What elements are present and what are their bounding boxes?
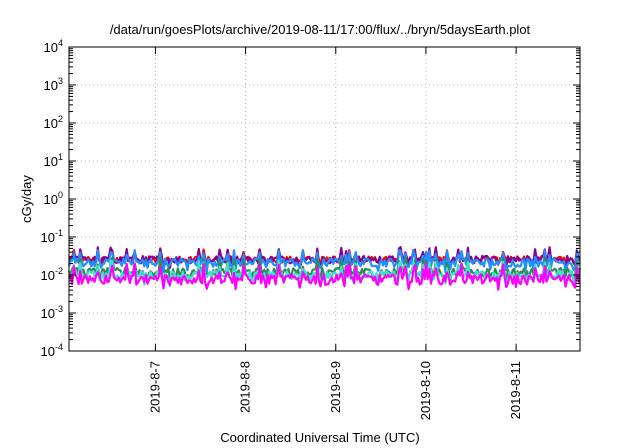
chart-title: /data/run/goesPlots/archive/2019-08-11/1… [109,22,531,37]
x-tick-label: 2019-8-10 [418,361,433,420]
series-group [67,246,582,291]
y-tick-label: 101 [44,152,63,169]
y-tick-label: 10-1 [41,228,63,245]
y-tick-label: 10-3 [41,304,63,321]
x-tick-label: 2019-8-11 [508,361,523,419]
axis-ticks [69,46,580,352]
series-line [68,262,582,291]
x-tick-label: 2019-8-7 [147,361,162,413]
x-axis-label: Coordinated Universal Time (UTC) [220,430,420,445]
y-axis-label: cGy/day [19,175,34,223]
axis-tick-labels: 10-4 10-3 10-2 10-1 100 101 102 103 104 2019-8-7 2… [41,38,524,420]
grid-lines [69,47,580,351]
y-tick-label: 104 [44,38,63,55]
x-tick-label: 2019-8-9 [328,361,343,413]
series-line [67,249,581,274]
y-tick-label: 10-2 [41,266,63,283]
x-tick-label: 2019-8-8 [238,361,253,413]
y-tick-label: 100 [44,190,63,207]
y-tick-label: 102 [44,114,63,131]
y-tick-label: 10-4 [41,342,63,359]
y-tick-label: 103 [44,76,63,93]
